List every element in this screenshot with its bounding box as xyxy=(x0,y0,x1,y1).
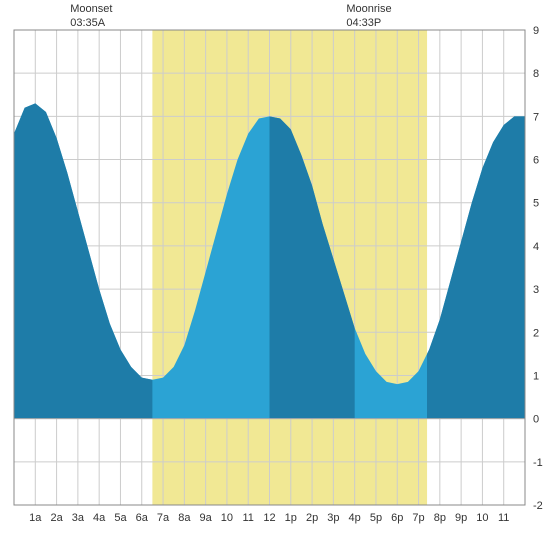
svg-text:9p: 9p xyxy=(455,512,467,524)
svg-text:2p: 2p xyxy=(306,512,318,524)
svg-text:1: 1 xyxy=(533,370,539,382)
svg-text:11: 11 xyxy=(242,512,253,524)
svg-text:4a: 4a xyxy=(93,512,106,524)
svg-text:-2: -2 xyxy=(533,500,543,512)
svg-text:4p: 4p xyxy=(349,512,361,524)
svg-text:1a: 1a xyxy=(29,512,42,524)
svg-text:3p: 3p xyxy=(327,512,339,524)
svg-text:12: 12 xyxy=(263,512,275,524)
svg-text:5a: 5a xyxy=(114,512,127,524)
svg-text:5: 5 xyxy=(533,198,539,210)
svg-text:0: 0 xyxy=(533,414,539,426)
svg-text:11: 11 xyxy=(498,512,509,524)
svg-text:8a: 8a xyxy=(178,512,191,524)
svg-text:3a: 3a xyxy=(72,512,85,524)
svg-text:6a: 6a xyxy=(136,512,149,524)
svg-text:5p: 5p xyxy=(370,512,382,524)
svg-text:9a: 9a xyxy=(200,512,213,524)
svg-text:1p: 1p xyxy=(285,512,297,524)
svg-text:6p: 6p xyxy=(391,512,403,524)
svg-text:7p: 7p xyxy=(412,512,424,524)
moonset-time: 03:35A xyxy=(70,17,105,29)
svg-text:8: 8 xyxy=(533,68,539,80)
moonset-label: Moonset 03:35A xyxy=(70,2,112,31)
svg-text:-1: -1 xyxy=(533,457,543,469)
svg-text:4: 4 xyxy=(533,241,539,253)
svg-text:7a: 7a xyxy=(157,512,170,524)
svg-text:3: 3 xyxy=(533,284,539,296)
svg-text:9: 9 xyxy=(533,25,539,37)
tide-chart: Moonset 03:35A Moonrise 04:33P -2-101234… xyxy=(0,0,550,550)
moonrise-title: Moonrise xyxy=(346,3,391,15)
moonset-title: Moonset xyxy=(70,3,112,15)
svg-text:2: 2 xyxy=(533,327,539,339)
svg-text:10: 10 xyxy=(476,512,488,524)
svg-text:8p: 8p xyxy=(434,512,446,524)
svg-text:7: 7 xyxy=(533,111,539,123)
chart-svg: -2-101234567891a2a3a4a5a6a7a8a9a1011121p… xyxy=(0,0,550,550)
svg-text:10: 10 xyxy=(221,512,233,524)
moonrise-label: Moonrise 04:33P xyxy=(346,2,391,31)
svg-text:6: 6 xyxy=(533,155,539,167)
moonrise-time: 04:33P xyxy=(346,17,381,29)
svg-text:2a: 2a xyxy=(50,512,63,524)
